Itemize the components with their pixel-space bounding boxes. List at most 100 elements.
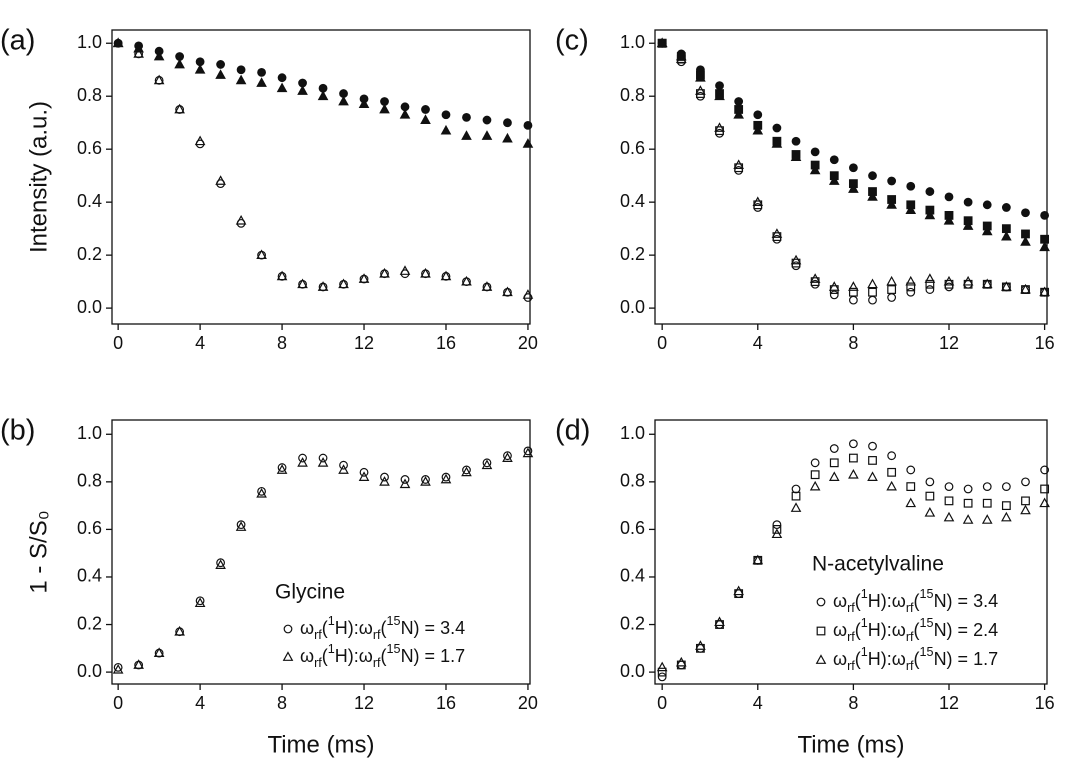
marker	[1039, 241, 1050, 252]
marker	[868, 295, 877, 305]
y-tick-label: 0.2	[620, 244, 645, 264]
x-tick-label: 16	[1035, 333, 1055, 353]
marker	[848, 281, 859, 291]
y-axis-label: 1 - S/S₀	[25, 510, 52, 593]
marker	[981, 225, 993, 236]
marker	[944, 496, 954, 506]
marker	[656, 661, 668, 672]
marker	[982, 498, 992, 508]
marker	[734, 165, 744, 175]
marker	[257, 67, 266, 77]
marker	[791, 491, 801, 501]
marker	[1039, 286, 1050, 297]
marker	[420, 267, 431, 278]
marker	[657, 667, 667, 677]
marker	[502, 452, 513, 462]
marker	[963, 197, 973, 207]
x-tick-label: 12	[354, 693, 374, 713]
marker	[338, 464, 349, 474]
marker	[695, 85, 706, 95]
marker	[399, 265, 411, 275]
y-axis-label: Intensity (a.u.)	[25, 101, 52, 253]
marker	[440, 473, 452, 484]
marker	[421, 475, 430, 484]
marker	[886, 275, 897, 286]
marker	[256, 249, 267, 260]
marker	[962, 514, 974, 524]
marker	[905, 204, 917, 215]
marker	[829, 458, 839, 468]
y-tick-label: 0.4	[77, 566, 102, 586]
marker	[482, 115, 492, 125]
marker	[944, 282, 954, 292]
marker	[318, 453, 328, 463]
marker	[868, 171, 877, 181]
y-tick-label: 0.4	[77, 191, 102, 211]
marker	[906, 181, 916, 191]
marker	[257, 486, 266, 496]
marker	[848, 295, 858, 305]
y-tick-label: 0.6	[77, 138, 102, 158]
marker	[943, 214, 955, 225]
marker	[714, 90, 725, 101]
marker	[925, 279, 935, 289]
x-tick-label: 16	[436, 693, 456, 713]
marker	[887, 467, 897, 477]
legend-label: ωrf(1H):ωrf(15N) = 1.7	[300, 642, 465, 670]
marker	[112, 37, 124, 48]
marker	[695, 71, 706, 82]
marker	[867, 471, 878, 481]
x-tick-label: 4	[195, 693, 205, 713]
marker	[816, 597, 826, 607]
marker	[174, 58, 185, 69]
marker	[1021, 496, 1030, 506]
x-tick-label: 8	[277, 333, 287, 353]
marker	[1001, 203, 1011, 212]
marker	[752, 196, 764, 207]
y-tick-label: 0.6	[77, 518, 102, 538]
x-tick-label: 4	[753, 333, 763, 353]
marker	[828, 471, 840, 481]
marker	[867, 278, 878, 289]
marker	[482, 458, 492, 468]
marker	[1020, 283, 1031, 294]
marker	[829, 290, 839, 300]
marker	[523, 120, 533, 130]
marker	[441, 110, 451, 120]
x-tick-label: 0	[657, 693, 667, 713]
x-tick-label: 8	[277, 693, 287, 713]
marker	[714, 616, 725, 627]
legend-label: ωrf(1H):ωrf(15N) = 3.4	[833, 587, 998, 615]
marker	[943, 511, 955, 522]
panel-label: (c)	[555, 25, 589, 57]
marker	[1021, 477, 1030, 487]
marker	[379, 103, 390, 114]
y-tick-label: 0.8	[77, 471, 102, 491]
marker	[848, 287, 858, 297]
marker	[297, 85, 308, 95]
marker	[462, 465, 471, 475]
marker	[848, 468, 859, 479]
marker	[113, 662, 123, 672]
y-tick-label: 0.8	[77, 85, 102, 105]
y-tick-label: 1.0	[620, 423, 645, 443]
marker	[962, 220, 974, 230]
marker	[503, 118, 512, 128]
marker	[848, 453, 858, 463]
marker	[215, 69, 226, 79]
y-tick-label: 0.4	[620, 191, 645, 211]
marker	[420, 476, 431, 486]
marker	[675, 656, 687, 667]
marker	[276, 270, 288, 281]
marker	[715, 81, 724, 91]
marker	[772, 520, 782, 530]
marker	[1020, 504, 1031, 515]
marker	[235, 74, 247, 85]
marker	[338, 95, 349, 106]
marker	[848, 183, 859, 193]
marker	[772, 525, 782, 534]
marker	[277, 463, 287, 472]
marker	[277, 73, 287, 83]
marker	[133, 42, 144, 53]
